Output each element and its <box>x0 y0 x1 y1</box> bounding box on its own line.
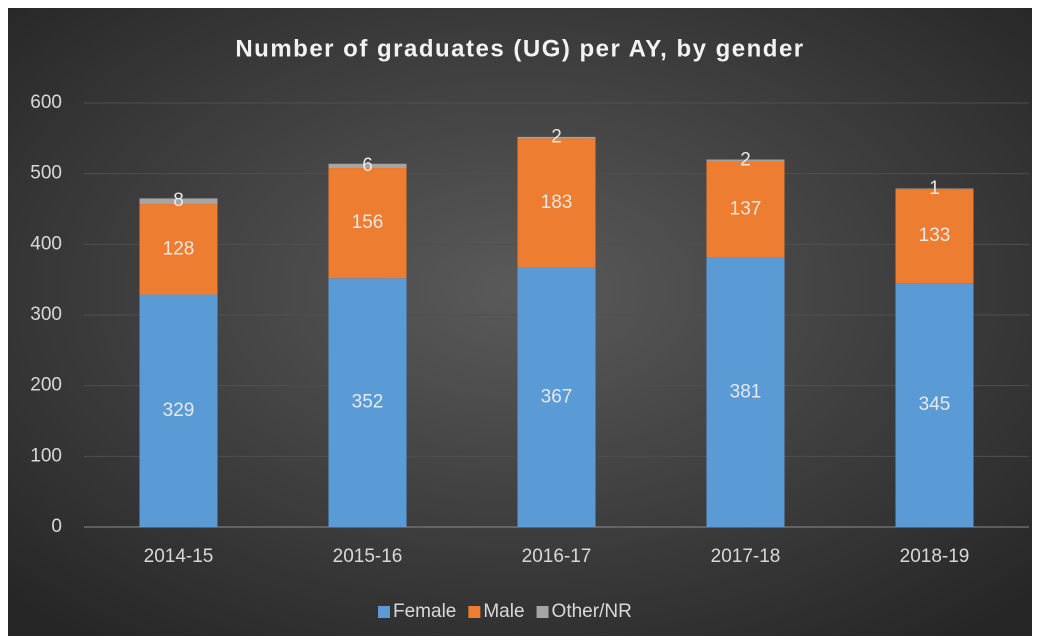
bar-segment <box>895 188 974 190</box>
data-label: 381 <box>730 381 762 402</box>
bar-segment <box>139 294 218 527</box>
y-tick-label: 400 <box>30 233 62 254</box>
x-tick-label: 2017-18 <box>711 546 781 567</box>
bar-segment <box>517 138 596 268</box>
bar-segment <box>895 189 974 284</box>
data-label: 183 <box>541 192 573 213</box>
bar-segment <box>139 204 218 295</box>
data-label: 329 <box>163 400 195 421</box>
legend-label: Other/NR <box>552 601 632 622</box>
bar-segment <box>706 159 785 161</box>
data-label: 8 <box>173 190 184 211</box>
chart-title: Number of graduates (UG) per AY, by gend… <box>235 35 804 62</box>
legend-swatch <box>536 606 549 618</box>
bar-segment <box>706 257 785 527</box>
data-label: 133 <box>919 225 951 246</box>
legend-label: Male <box>483 601 524 622</box>
data-label: 345 <box>919 394 951 415</box>
y-tick-label: 600 <box>30 92 62 113</box>
bar-segment <box>895 283 974 527</box>
data-label: 137 <box>730 198 762 219</box>
data-label: 156 <box>352 212 384 233</box>
x-tick-label: 2014-15 <box>144 546 214 567</box>
bar-segment <box>706 160 785 258</box>
data-label: 352 <box>352 392 384 413</box>
x-tick-label: 2015-16 <box>333 546 403 567</box>
x-tick-label: 2018-19 <box>900 546 970 567</box>
bar-segment <box>517 136 596 139</box>
legend-swatch <box>468 606 481 618</box>
y-tick-label: 200 <box>30 375 62 396</box>
bar-segment <box>517 267 596 527</box>
bar-segment <box>139 198 218 205</box>
data-label: 128 <box>163 238 195 259</box>
legend-swatch <box>378 606 390 618</box>
y-tick-label: 0 <box>51 516 62 537</box>
data-label: 367 <box>541 386 573 407</box>
bar-segment <box>328 168 407 279</box>
data-label: 2 <box>740 149 751 170</box>
data-label: 1 <box>929 178 940 199</box>
x-tick-label: 2016-17 <box>522 546 592 567</box>
legend-label: Female <box>393 601 456 622</box>
bar-segment <box>328 163 407 169</box>
y-tick-label: 100 <box>30 445 62 466</box>
data-label: 6 <box>362 155 373 176</box>
bar-segment <box>328 278 407 527</box>
data-label: 2 <box>551 127 562 148</box>
y-tick-label: 500 <box>30 163 62 184</box>
y-tick-label: 300 <box>30 304 62 325</box>
